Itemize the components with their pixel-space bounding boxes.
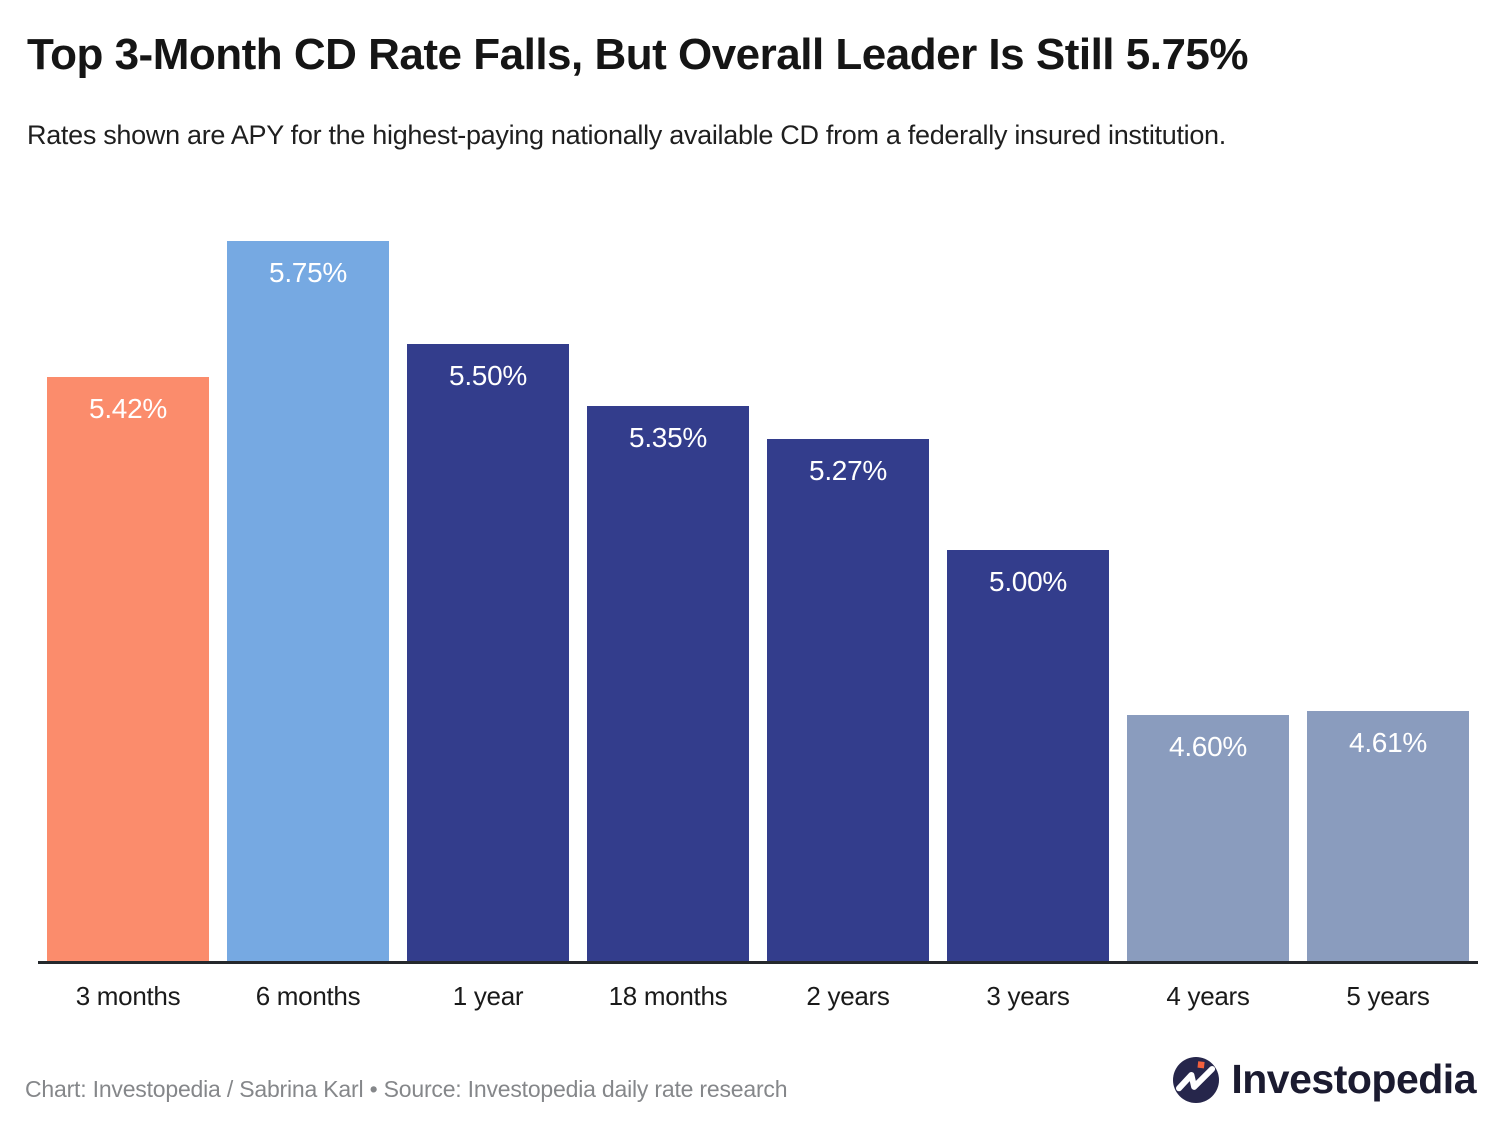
investopedia-logo: Investopedia	[1173, 1056, 1476, 1103]
x-axis-label-5-years: 5 years	[1346, 981, 1430, 1011]
bar-value-label: 5.75%	[269, 257, 347, 288]
bar-5-years: 4.61%	[1307, 711, 1469, 963]
x-axis-label-3-years: 3 years	[986, 981, 1070, 1011]
bar-value-label: 5.27%	[809, 455, 887, 486]
investopedia-logo-icon	[1173, 1056, 1220, 1103]
bar-2-years: 5.27%	[767, 439, 929, 963]
bar-value-label: 5.00%	[989, 566, 1067, 597]
bar-3-months: 5.42%	[47, 377, 209, 963]
x-axis-label-18-months: 18 months	[608, 981, 728, 1011]
bar-chart-plot-area: 5.42% 5.75% 5.50% 5.35% 5.27% 5.00% 4.60% 4.61%	[47, 220, 1469, 963]
x-axis-label-6-months: 6 months	[255, 981, 361, 1011]
page-title: Top 3-Month CD Rate Falls, But Overall L…	[27, 30, 1249, 79]
bar-18-months: 5.35%	[587, 406, 749, 963]
chart-subtitle: Rates shown are APY for the highest-payi…	[27, 120, 1226, 150]
bar-value-label: 4.61%	[1349, 727, 1427, 758]
bar-value-label: 4.60%	[1169, 731, 1247, 762]
bar-1-year: 5.50%	[407, 344, 569, 963]
x-axis-label-2-years: 2 years	[806, 981, 890, 1011]
bar-value-label: 5.35%	[629, 422, 707, 453]
bar-value-label: 5.42%	[89, 393, 167, 424]
x-axis-label-4-years: 4 years	[1166, 981, 1250, 1011]
bar-6-months: 5.75%	[227, 241, 389, 963]
bar-4-years: 4.60%	[1127, 715, 1289, 963]
x-axis-line	[38, 961, 1478, 964]
chart-credit: Chart: Investopedia / Sabrina Karl • Sou…	[25, 1076, 788, 1102]
x-axis-labels: 3 months 6 months 1 year 18 months 2 years 3 …	[47, 981, 1469, 1021]
x-axis-label-1-year: 1 year	[452, 981, 524, 1011]
bar-3-years: 5.00%	[947, 550, 1109, 963]
investopedia-wordmark: Investopedia	[1231, 1056, 1476, 1102]
x-axis-label-3-months: 3 months	[75, 981, 181, 1011]
bar-value-label: 5.50%	[449, 360, 527, 391]
